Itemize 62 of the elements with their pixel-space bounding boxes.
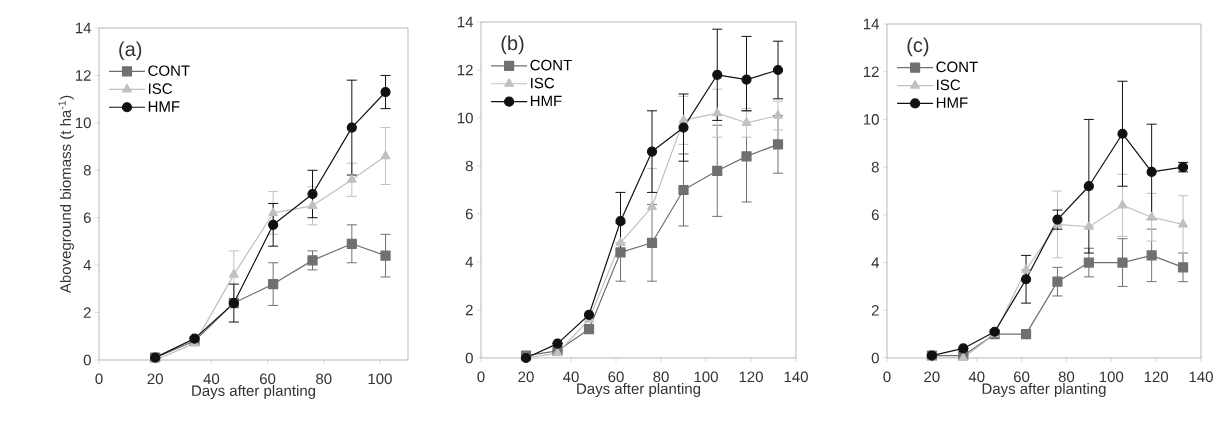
y-tick-label: 8: [871, 161, 879, 173]
y-tick-label: 12: [457, 64, 473, 76]
x-tick-label: 0: [883, 371, 891, 383]
y-tick-label: 12: [863, 66, 879, 77]
x-tick-label: 80: [316, 373, 332, 385]
legend-label: CONT: [530, 59, 572, 71]
y-tick-label: 12: [75, 70, 91, 81]
x-tick-label: 60: [259, 373, 276, 385]
legend-label: CONT: [936, 61, 978, 73]
x-axis-title: Days after planting: [577, 383, 701, 397]
x-tick-label: 20: [518, 371, 534, 383]
x-tick-label: 140: [784, 371, 808, 383]
x-tick-label: 40: [563, 371, 579, 383]
x-tick-label: 80: [653, 371, 669, 383]
y-tick-label: 6: [83, 212, 91, 224]
y-tick-label: 14: [75, 22, 92, 34]
y-tick-label: 10: [457, 112, 473, 124]
y-tick-label: 8: [465, 160, 473, 172]
x-tick-label: 80: [1058, 371, 1075, 383]
y-tick-label: 2: [871, 305, 879, 316]
x-tick-label: 100: [1099, 371, 1124, 383]
x-tick-label: 100: [694, 371, 718, 383]
x-tick-label: 20: [924, 371, 940, 383]
y-tick-label: 14: [863, 18, 880, 30]
legend-label: ISC: [148, 83, 173, 94]
x-tick-label: 100: [368, 373, 392, 385]
x-tick-label: 0: [95, 373, 103, 385]
x-tick-label: 60: [1013, 371, 1030, 383]
y-tick-label: 4: [465, 256, 474, 268]
annotation: (a): [119, 41, 142, 61]
x-tick-label: 120: [1144, 371, 1169, 383]
y-tick-label: 6: [871, 209, 879, 221]
y-tick-label: 2: [465, 304, 473, 316]
legend-label: HMF: [148, 101, 180, 112]
legend-label: ISC: [531, 77, 555, 89]
y-tick-label: 10: [863, 114, 879, 125]
legend-label: HMF: [936, 97, 968, 108]
annotation: (c): [907, 37, 929, 57]
y-tick-label: 4: [871, 257, 880, 268]
y-tick-label: 0: [83, 354, 91, 366]
y-axis-title: Aboveground biomass (t ha$^{-1}$): [58, 95, 74, 294]
y-tick-label: 6: [465, 208, 473, 220]
x-tick-label: 40: [968, 371, 985, 383]
y-tick-label: 8: [83, 164, 91, 176]
legend-label: ISC: [937, 79, 961, 91]
y-tick-label: 0: [871, 352, 879, 364]
x-tick-label: 20: [147, 373, 163, 385]
y-tick-label: 0: [465, 352, 473, 364]
x-tick-label: 120: [739, 371, 763, 383]
x-tick-label: 140: [1189, 371, 1213, 383]
y-tick-label: 4: [83, 259, 92, 271]
y-tick-label: 10: [75, 117, 91, 129]
y-tick-label: 2: [83, 307, 91, 318]
x-tick-label: 40: [203, 373, 220, 385]
x-axis-title: Days after planting: [192, 385, 316, 399]
legend-label: HMF: [530, 95, 562, 107]
legend-label: CONT: [148, 65, 190, 77]
annotation: (b): [501, 35, 524, 55]
y-tick-label: 14: [457, 16, 474, 28]
x-tick-label: 0: [477, 371, 485, 383]
x-axis-title: Days after planting: [982, 383, 1106, 397]
x-tick-label: 60: [608, 371, 624, 383]
